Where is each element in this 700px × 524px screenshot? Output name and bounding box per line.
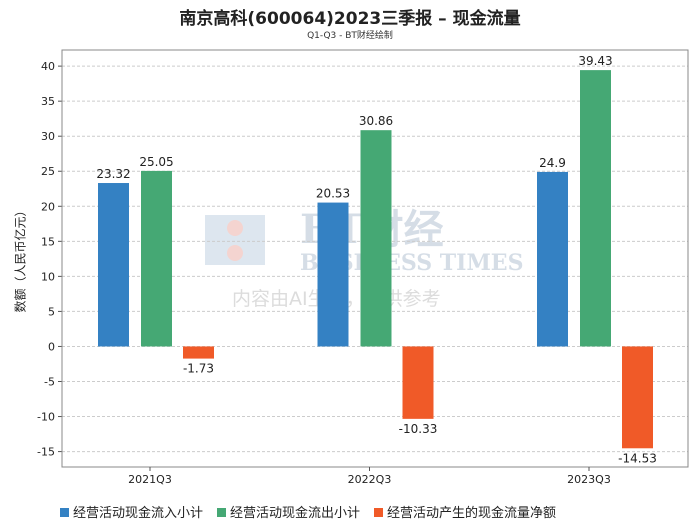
legend-label: 经营活动产生的现金流量净额 <box>387 506 557 521</box>
data-label: 30.86 <box>359 114 393 128</box>
plot-frame <box>61 49 689 468</box>
y-tick-label: -10 <box>37 411 55 424</box>
data-label: 23.32 <box>96 167 130 181</box>
y-tick-label: 35 <box>41 95 55 108</box>
legend-swatch <box>217 508 227 517</box>
legend-item: 经营活动产生的现金流量净额 <box>374 502 556 521</box>
watermark-dot <box>227 245 243 261</box>
y-tick-label: 0 <box>48 340 55 353</box>
data-label: -10.33 <box>399 422 438 436</box>
legend-swatch <box>374 508 384 517</box>
legend-item: 经营活动现金流入小计 <box>60 502 203 521</box>
chart-subtitle: Q1-Q3 - BT财经绘制 <box>307 31 393 41</box>
legend-swatch <box>60 508 69 517</box>
bar-2 <box>360 130 392 347</box>
x-tick-label: 2022Q3 <box>348 473 392 486</box>
bar-1 <box>98 183 129 347</box>
y-tick-label: 40 <box>41 60 55 73</box>
y-tick-label: 5 <box>48 305 55 318</box>
legend-item: 经营活动现金流出小计 <box>217 502 360 521</box>
bar-2 <box>580 70 611 347</box>
data-label: 25.05 <box>139 155 173 169</box>
data-label: -14.53 <box>618 451 657 465</box>
y-tick-label: -15 <box>37 446 55 459</box>
x-tick-label: 2021Q3 <box>128 473 172 486</box>
data-label: -1.73 <box>183 362 214 376</box>
bar-3 <box>183 346 214 359</box>
data-label: 24.9 <box>539 156 566 170</box>
data-label: 39.43 <box>578 54 612 68</box>
y-tick-label: 15 <box>41 235 55 248</box>
y-tick-label: -5 <box>44 375 55 388</box>
y-tick-label: 30 <box>41 130 55 143</box>
y-tick-label: 20 <box>41 200 55 213</box>
y-tick-label: 10 <box>41 270 55 283</box>
y-tick-label: 25 <box>41 165 55 178</box>
legend: 经营活动现金流入小计 经营活动现金流出小计 经营活动产生的现金流量净额 <box>60 502 556 521</box>
chart-title: 南京高科(600064)2023三季报 – 现金流量 <box>179 9 521 29</box>
bar-1 <box>317 202 349 347</box>
legend-label: 经营活动现金流入小计 <box>73 506 204 521</box>
x-tick-label: 2023Q3 <box>567 473 611 486</box>
bar-3 <box>402 346 434 419</box>
bar-2 <box>141 170 172 347</box>
watermark-dot <box>227 220 243 236</box>
bar-3 <box>622 346 653 449</box>
bar-1 <box>537 171 568 347</box>
data-label: 20.53 <box>316 187 350 201</box>
legend-label: 经营活动现金流出小计 <box>230 506 361 521</box>
